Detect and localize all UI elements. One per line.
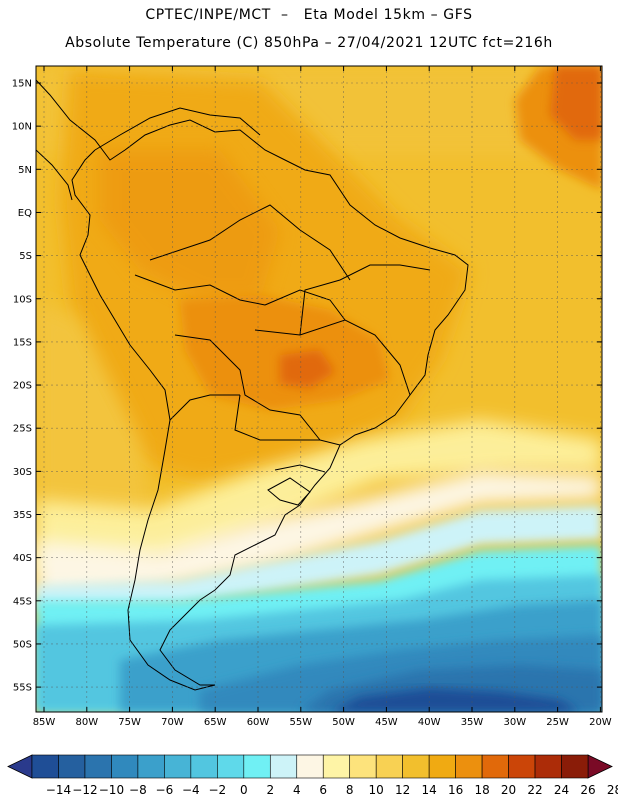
lon-label: 55W [289, 717, 312, 728]
lon-label: 65W [204, 717, 227, 728]
colorbar-label: −6 [156, 783, 174, 797]
colorbar-label: −4 [182, 783, 200, 797]
colorbar-label: 16 [448, 783, 463, 797]
colorbar-swatch [217, 754, 245, 779]
colorbar-label: 10 [369, 783, 384, 797]
colorbar-swatch [111, 754, 139, 779]
colorbar-swatch [349, 754, 377, 779]
lon-label: 20W [589, 717, 612, 728]
lat-label: 25S [13, 424, 32, 435]
lat-label: 35S [13, 510, 32, 521]
lon-label: 50W [332, 717, 355, 728]
colorbar-swatch [375, 754, 403, 779]
lat-label: 50S [13, 639, 32, 650]
lat-label: 40S [13, 553, 32, 564]
lat-label: 5S [19, 251, 32, 262]
lat-label: EQ [18, 208, 32, 219]
lon-label: 40W [418, 717, 441, 728]
lat-label: 45S [13, 596, 32, 607]
colorbar-label: −2 [208, 783, 226, 797]
lon-label: 35W [461, 717, 484, 728]
lon-label: 85W [33, 717, 56, 728]
lon-label: 45W [375, 717, 398, 728]
colorbar-label: 28 [607, 783, 618, 797]
colorbar-swatch [561, 754, 589, 779]
lon-label: 25W [546, 717, 569, 728]
colorbar-label: 2 [266, 783, 274, 797]
lat-label: 20S [13, 381, 32, 392]
lat-label: 15S [13, 337, 32, 348]
map-title-line1: CPTEC/INPE/MCT – Eta Model 15km – GFS [145, 7, 473, 23]
colorbar-swatch [269, 754, 298, 779]
colorbar-swatch [190, 754, 218, 779]
colorbar-under-arrow [7, 754, 33, 779]
lon-label: 75W [118, 717, 141, 728]
colorbar-swatch [84, 754, 112, 779]
temperature-field [36, 66, 602, 712]
colorbar-label: 0 [240, 783, 248, 797]
colorbar-label: −12 [72, 783, 97, 797]
colorbar-label: 26 [580, 783, 595, 797]
colorbar-label: 22 [527, 783, 542, 797]
lat-label: 30S [13, 467, 32, 478]
colorbar-swatch [137, 754, 165, 779]
lat-label: 10N [12, 122, 32, 133]
colorbar-label: 24 [554, 783, 569, 797]
colorbar-label: 4 [293, 783, 301, 797]
lon-label: 80W [75, 717, 98, 728]
colorbar-swatch [31, 754, 59, 779]
colorbar-swatch [481, 754, 509, 779]
colorbar-label: 12 [395, 783, 410, 797]
colorbar-label: 8 [346, 783, 354, 797]
lat-label: 10S [13, 294, 32, 305]
colorbar-over-arrow [587, 754, 613, 779]
colorbar-label: −8 [129, 783, 147, 797]
colorbar-swatch [243, 754, 271, 779]
coastlines-borders [36, 79, 469, 691]
map-title-line2: Absolute Temperature (C) 850hPa – 27/04/… [65, 35, 553, 51]
colorbar-swatch [164, 754, 192, 779]
colorbar [7, 754, 613, 779]
colorbar-swatch [58, 754, 86, 779]
colorbar-label: −14 [46, 783, 71, 797]
colorbar-label: 6 [319, 783, 327, 797]
lon-label: 60W [247, 717, 270, 728]
colorbar-label: −10 [99, 783, 124, 797]
colorbar-swatch [402, 754, 430, 779]
colorbar-swatch [322, 754, 351, 779]
lon-label: 30W [503, 717, 526, 728]
lat-label: 5N [18, 165, 32, 176]
colorbar-swatch [508, 754, 536, 779]
lon-label: 70W [161, 717, 184, 728]
colorbar-label: 18 [474, 783, 489, 797]
lat-label: 15N [12, 79, 32, 90]
colorbar-label: 20 [501, 783, 516, 797]
colorbar-label: 14 [422, 783, 437, 797]
colorbar-swatch [455, 754, 483, 779]
lat-label: 55S [13, 683, 32, 694]
colorbar-swatch [296, 754, 324, 779]
colorbar-swatch [428, 754, 456, 779]
colorbar-swatch [534, 754, 562, 779]
